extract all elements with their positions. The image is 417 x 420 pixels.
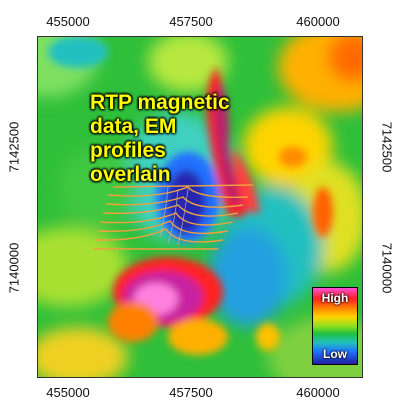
x-tick-top-455000: 455000 <box>46 14 90 29</box>
em-profiles <box>93 184 254 250</box>
x-tick-top-460000: 460000 <box>296 14 340 29</box>
map-title-line-3: profiles <box>90 139 166 162</box>
y-tick-right-7142500: 7142500 <box>379 121 395 173</box>
color-legend: High Low <box>312 287 358 365</box>
rtp-magnetic-map[interactable]: RTP magnetic data, EM profiles overlain <box>37 36 363 378</box>
map-raster <box>38 37 362 377</box>
y-tick-left-7140000: 7140000 <box>6 242 22 294</box>
map-title: RTP magnetic data, EM profiles overlain <box>90 91 270 187</box>
x-tick-top-457500: 457500 <box>169 14 213 29</box>
x-tick-bottom-457500: 457500 <box>169 385 213 400</box>
map-title-line-1: RTP magnetic <box>90 91 230 114</box>
x-tick-bottom-460000: 460000 <box>296 385 340 400</box>
map-title-line-2: data, EM <box>90 115 177 138</box>
em-profile-traces <box>159 186 189 246</box>
legend-color-bar <box>313 288 357 364</box>
legend-high-label: High <box>321 291 349 305</box>
x-tick-bottom-455000: 455000 <box>46 385 90 400</box>
map-title-line-4: overlain <box>90 163 171 186</box>
anomaly-soft-layer <box>38 37 362 377</box>
legend-low-label: Low <box>323 347 347 361</box>
y-tick-right-7140000: 7140000 <box>379 242 395 294</box>
anomaly-sharp-layer <box>48 37 333 355</box>
y-tick-left-7142500: 7142500 <box>6 121 22 173</box>
